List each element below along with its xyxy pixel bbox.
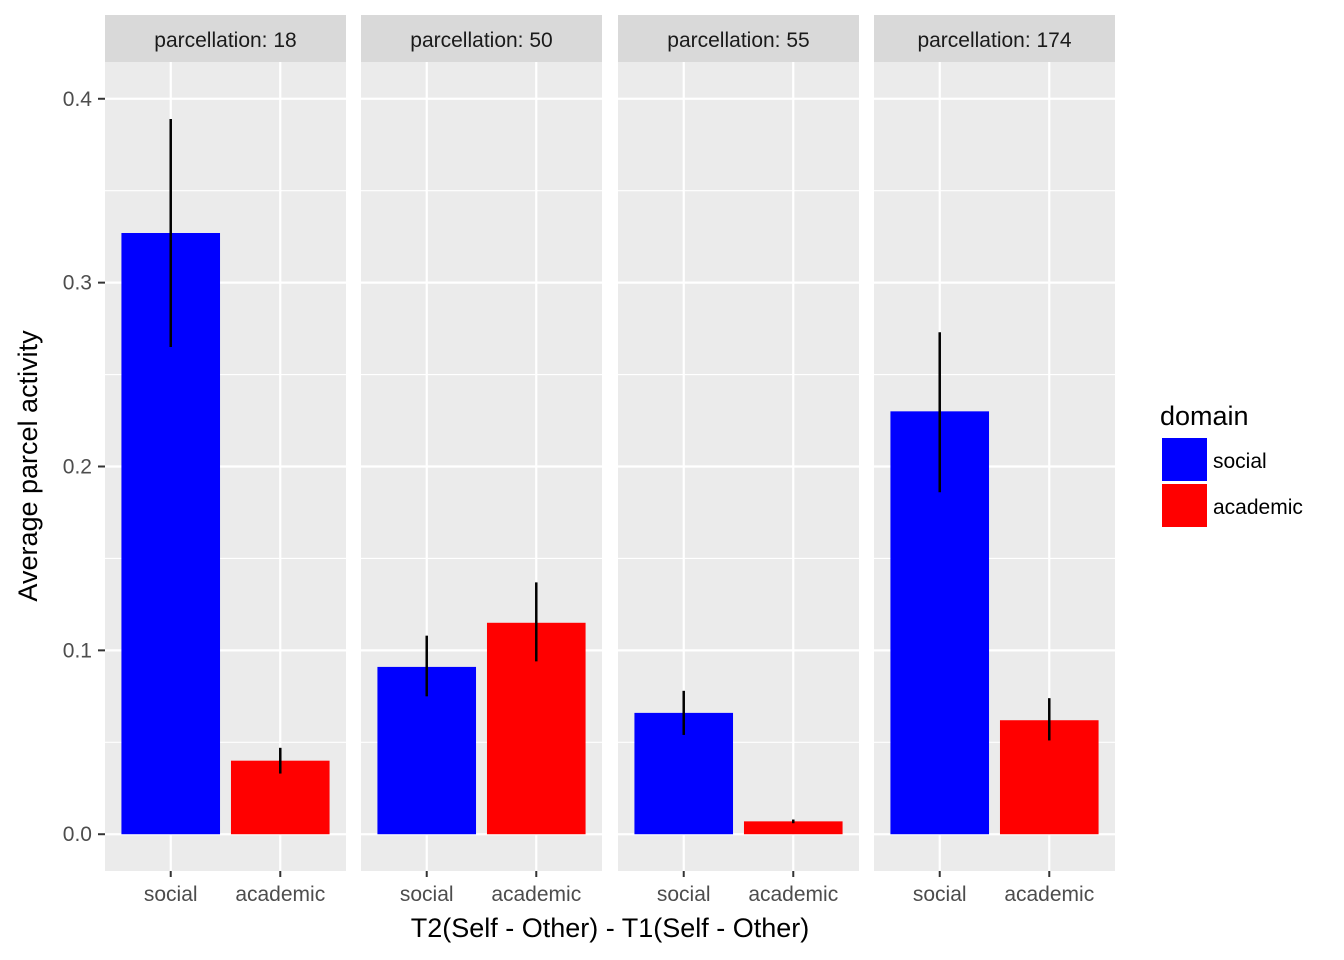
bar	[743, 821, 843, 835]
facet-strip-label: parcellation: 50	[410, 29, 552, 52]
y-tick-label: 0.1	[63, 639, 92, 662]
legend-label: social	[1213, 450, 1267, 473]
legend: domain social academic	[1160, 401, 1303, 527]
y-tick-label: 0.4	[63, 88, 93, 111]
x-tick-label: academic	[1004, 883, 1094, 906]
facet-strip	[874, 15, 1115, 62]
y-tick-label: 0.3	[63, 272, 92, 295]
facet-panel: parcellation: 18 social academic	[105, 15, 346, 906]
x-tick-label: academic	[491, 883, 581, 906]
legend-entries: social academic	[1162, 438, 1303, 527]
y-tick-label: 0.0	[63, 823, 92, 846]
facet-strip-label: parcellation: 174	[917, 29, 1071, 52]
legend-swatch	[1162, 484, 1207, 527]
facet-strip-label: parcellation: 18	[154, 29, 296, 52]
y-tick-label: 0.2	[63, 456, 92, 479]
x-tick-label: academic	[235, 883, 325, 906]
x-tick-label: social	[144, 883, 198, 906]
x-tick-label: social	[657, 883, 711, 906]
facet-strip	[105, 15, 346, 62]
legend-label: academic	[1213, 496, 1303, 519]
facet-panel: parcellation: 50 social academic	[361, 15, 602, 906]
x-tick-label: social	[400, 883, 454, 906]
facet-strip	[618, 15, 859, 62]
y-axis-title: Average parcel activity	[13, 330, 43, 602]
x-tick-label: social	[913, 883, 967, 906]
facet-strip	[361, 15, 602, 62]
facet-panel: parcellation: 174 social academic	[874, 15, 1115, 906]
legend-title: domain	[1160, 401, 1249, 431]
legend-swatch	[1162, 438, 1207, 481]
x-axis-title: T2(Self - Other) - T1(Self - Other)	[411, 913, 810, 943]
x-tick-label: academic	[748, 883, 838, 906]
facet-strip-label: parcellation: 55	[667, 29, 809, 52]
y-axis: 0.0 0.1 0.2 0.3 0.4	[63, 88, 105, 846]
facet-panel: parcellation: 55 social academic	[618, 15, 859, 906]
